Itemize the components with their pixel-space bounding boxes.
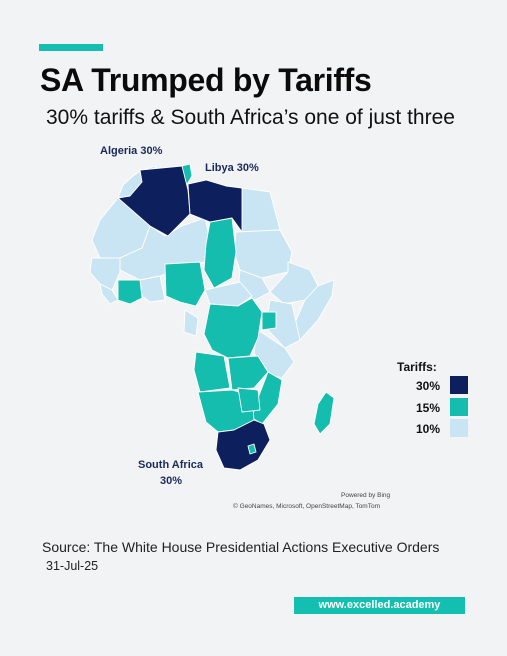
region-zambia-malawi[interactable]: [227, 355, 269, 391]
region-congo-drc[interactable]: [203, 297, 263, 359]
region-car[interactable]: [204, 281, 253, 307]
region-sierra-leone-liberia[interactable]: [99, 283, 119, 305]
region-libya[interactable]: [187, 179, 243, 233]
legend-item-10: 10%: [400, 419, 470, 439]
region-algeria[interactable]: [117, 165, 191, 237]
region-burkina-benin-togo[interactable]: [139, 275, 166, 303]
region-south-africa[interactable]: [215, 419, 271, 471]
legend-swatch: [450, 398, 468, 416]
region-madagascar[interactable]: [313, 391, 335, 435]
label-south-africa-rate: 30%: [160, 475, 183, 487]
date-text: 31-Jul-25: [46, 559, 99, 573]
powered-by: Powered by Bing: [341, 492, 391, 499]
region-ethiopia-eritrea[interactable]: [269, 261, 319, 305]
map-attribution: © GeoNames, Microsoft, OpenStreetMap, To…: [233, 503, 380, 510]
accent-bar: [39, 44, 103, 51]
legend-swatch: [450, 419, 468, 437]
page-subtitle: 30% tariffs & South Africa’s one of just…: [46, 106, 455, 129]
page-title: SA Trumped by Tariffs: [40, 62, 372, 98]
region-uganda-rwanda[interactable]: [261, 311, 277, 331]
label-south-africa-name: South Africa: [138, 459, 203, 471]
legend-swatch: [450, 376, 468, 394]
region-west-coast-small[interactable]: [183, 309, 199, 337]
legend-label: 10%: [416, 422, 441, 436]
label-algeria: Algeria 30%: [100, 145, 163, 157]
source-text: Source: The White House Presidential Act…: [42, 539, 440, 555]
region-egypt[interactable]: [239, 187, 281, 233]
region-nigeria-cameroon[interactable]: [164, 261, 206, 307]
legend-label: 30%: [416, 379, 441, 393]
label-libya: Libya 30%: [205, 162, 259, 174]
website-link[interactable]: www.excelled.academy: [294, 597, 465, 614]
region-lesotho[interactable]: [247, 443, 257, 455]
region-cote-divoire-ghana[interactable]: [117, 279, 143, 305]
region-zimbabwe[interactable]: [237, 387, 261, 413]
region-chad[interactable]: [203, 217, 237, 289]
legend-title: Tariffs:: [397, 360, 437, 374]
region-angola[interactable]: [193, 351, 231, 393]
legend-item-30: 30%: [400, 376, 470, 396]
legend-item-15: 15%: [400, 398, 470, 418]
region-senegal-guinea[interactable]: [89, 257, 121, 291]
legend-label: 15%: [416, 401, 441, 415]
region-somalia-horn[interactable]: [291, 279, 335, 341]
